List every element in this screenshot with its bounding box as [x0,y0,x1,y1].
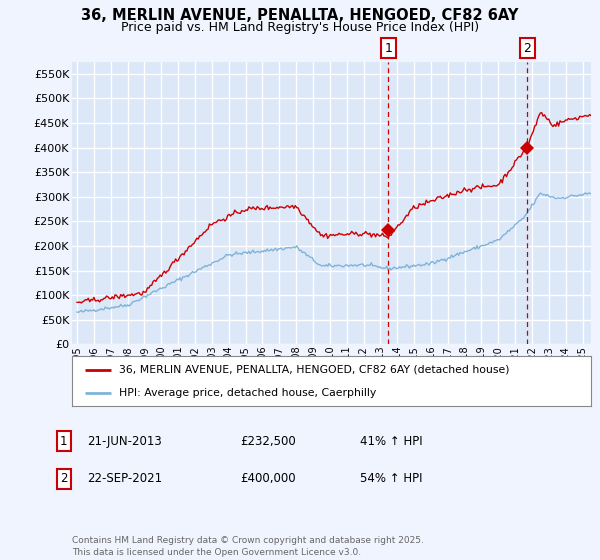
Text: 1: 1 [60,435,67,448]
Text: 41% ↑ HPI: 41% ↑ HPI [360,435,422,448]
Text: £232,500: £232,500 [240,435,296,448]
Text: 2: 2 [523,41,531,55]
Text: 21-JUN-2013: 21-JUN-2013 [87,435,162,448]
Text: HPI: Average price, detached house, Caerphilly: HPI: Average price, detached house, Caer… [119,389,376,398]
Text: Price paid vs. HM Land Registry's House Price Index (HPI): Price paid vs. HM Land Registry's House … [121,21,479,34]
Text: 2: 2 [60,472,67,486]
Text: 36, MERLIN AVENUE, PENALLTA, HENGOED, CF82 6AY: 36, MERLIN AVENUE, PENALLTA, HENGOED, CF… [82,8,518,24]
Text: 36, MERLIN AVENUE, PENALLTA, HENGOED, CF82 6AY (detached house): 36, MERLIN AVENUE, PENALLTA, HENGOED, CF… [119,365,509,375]
Text: Contains HM Land Registry data © Crown copyright and database right 2025.
This d: Contains HM Land Registry data © Crown c… [72,536,424,557]
Text: 54% ↑ HPI: 54% ↑ HPI [360,472,422,486]
Text: 22-SEP-2021: 22-SEP-2021 [87,472,162,486]
Text: 1: 1 [385,41,392,55]
Text: £400,000: £400,000 [240,472,296,486]
